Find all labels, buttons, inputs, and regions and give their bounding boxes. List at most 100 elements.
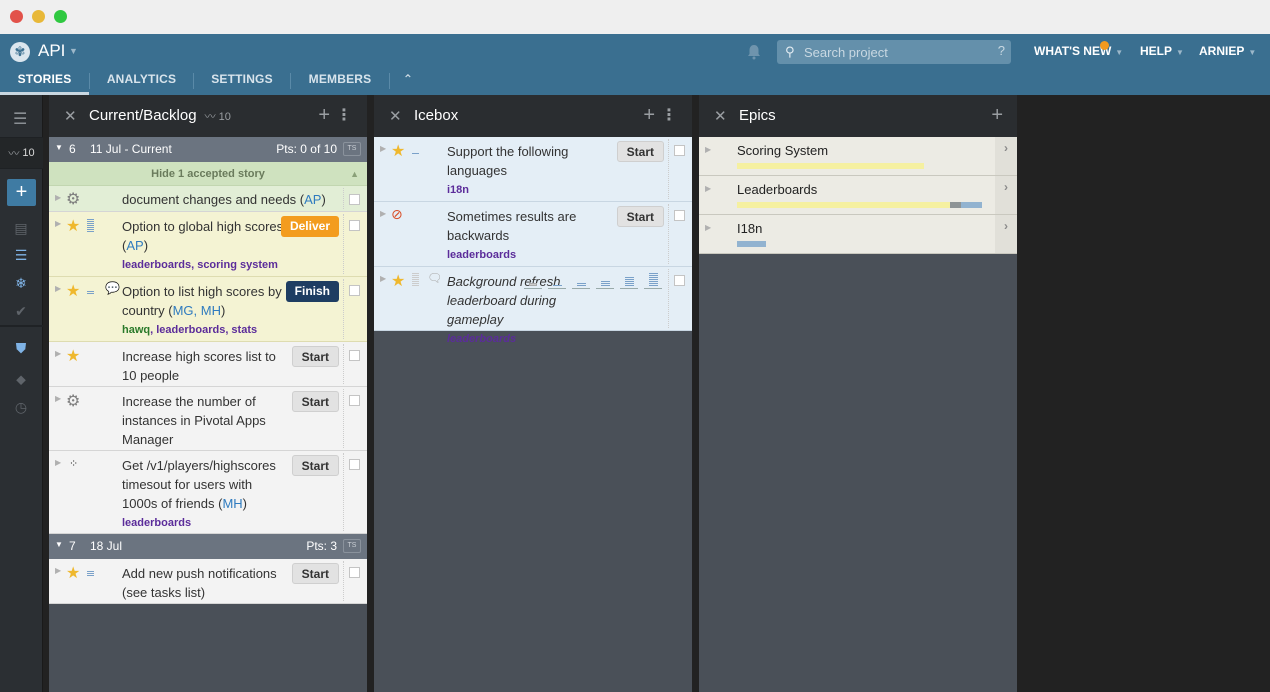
expand-story-icon[interactable]: ▶	[380, 209, 387, 218]
story-owner[interactable]: AP	[304, 192, 322, 207]
close-panel-icon[interactable]: ✕	[389, 108, 402, 125]
collapse-iteration-icon[interactable]: ▼	[55, 143, 63, 152]
expand-story-icon[interactable]: ▶	[380, 274, 387, 283]
story-row[interactable]: ▶ ★ Increase high scores list to 10 peop…	[49, 342, 367, 387]
whats-new-menu[interactable]: WHAT'S NEW ▼	[1034, 44, 1123, 58]
expand-epic-icon[interactable]: ▶	[705, 223, 712, 232]
start-button[interactable]: Start	[616, 206, 664, 227]
expand-story-icon[interactable]: ▶	[55, 458, 62, 467]
start-button[interactable]: Start	[291, 563, 339, 584]
search-help-icon[interactable]: ?	[997, 43, 1005, 58]
estimate-0-button[interactable]	[524, 271, 542, 289]
expand-story-icon[interactable]: ▶	[55, 566, 62, 575]
minimize-window-button[interactable]	[32, 10, 45, 23]
help-menu[interactable]: HELP ▼	[1140, 44, 1184, 58]
add-story-button[interactable]: +	[7, 179, 36, 206]
project-dropdown-caret-icon[interactable]: ▼	[69, 46, 78, 56]
story-row[interactable]: ▶ ⊘ Sometimes results are backwards lead…	[374, 202, 692, 267]
estimate-2-button[interactable]	[572, 271, 590, 289]
current-backlog-list-icon[interactable]: ☰	[14, 246, 28, 263]
estimate-3-button[interactable]	[596, 271, 614, 289]
tracker-logo-icon[interactable]: ✾	[10, 42, 30, 62]
story-row[interactable]: ▶ ⚙ document changes and needs (AP)	[49, 186, 367, 212]
story-labels[interactable]: i18n	[447, 184, 470, 196]
story-owner[interactable]: MG, MH	[172, 303, 221, 318]
select-story-checkbox[interactable]	[349, 395, 360, 406]
epics-shield-icon[interactable]: ⛊	[15, 339, 27, 356]
select-story-checkbox[interactable]	[349, 350, 360, 361]
add-epic-icon[interactable]: +	[991, 104, 1003, 126]
expand-story-icon[interactable]: ▶	[55, 219, 62, 228]
select-story-checkbox[interactable]	[349, 567, 360, 578]
story-row[interactable]: ▶ ⁘ Get /v1/players/highscores timesout …	[49, 451, 367, 534]
story-labels[interactable]: leaderboards	[122, 517, 192, 529]
expand-story-icon[interactable]: ▶	[55, 394, 62, 403]
tab-settings[interactable]: SETTINGS	[211, 72, 273, 86]
panel-more-menu-icon[interactable]: ⋮	[336, 107, 352, 124]
collapse-header-icon[interactable]: ⌃	[402, 72, 414, 86]
story-row[interactable]: ▶ ★ 💬 Option to list high scores by coun…	[49, 277, 367, 342]
labels-tag-icon[interactable]: ⬥	[16, 370, 26, 387]
story-row[interactable]: ▶ ★ 🗨 Background refresh leaderboard dur…	[374, 267, 692, 345]
story-owner[interactable]: AP	[126, 238, 144, 253]
start-button[interactable]: Start	[291, 346, 339, 367]
epic-row[interactable]: ▶ Scoring System ›	[699, 137, 1017, 176]
select-story-checkbox[interactable]	[349, 285, 360, 296]
expand-story-icon[interactable]: ▶	[55, 349, 62, 358]
my-work-tray-icon[interactable]: ▤	[14, 219, 28, 236]
estimate-5-button[interactable]	[620, 271, 638, 289]
icebox-snowflake-icon[interactable]: ❄	[15, 274, 27, 291]
search-input[interactable]	[804, 43, 984, 61]
notifications-bell-icon[interactable]	[745, 43, 763, 61]
estimate-8-button[interactable]	[644, 271, 662, 289]
open-epic-chevron-icon[interactable]: ›	[995, 215, 1017, 253]
project-name[interactable]: API	[38, 41, 66, 60]
add-story-icon[interactable]: +	[318, 104, 330, 126]
story-labels[interactable]: leaderboards	[447, 249, 517, 261]
tab-stories[interactable]: STORIES	[0, 70, 89, 95]
story-labels[interactable]: leaderboards, scoring system	[122, 259, 278, 271]
select-story-checkbox[interactable]	[349, 220, 360, 231]
zoom-window-button[interactable]	[54, 10, 67, 23]
deliver-button[interactable]: Deliver	[280, 216, 339, 237]
expand-epic-icon[interactable]: ▶	[705, 145, 712, 154]
select-story-checkbox[interactable]	[674, 210, 685, 221]
open-epic-chevron-icon[interactable]: ›	[995, 176, 1017, 214]
story-labels[interactable]: leaderboards	[447, 333, 517, 345]
expand-epic-icon[interactable]: ▶	[705, 184, 712, 193]
select-story-checkbox[interactable]	[674, 145, 685, 156]
open-epic-chevron-icon[interactable]: ›	[995, 137, 1017, 175]
close-window-button[interactable]	[10, 10, 23, 23]
tab-members[interactable]: MEMBERS	[308, 72, 372, 86]
start-button[interactable]: Start	[291, 455, 339, 476]
story-labels[interactable]: hawq, leaderboards, stats	[122, 324, 258, 336]
story-owner[interactable]: MH	[222, 496, 243, 511]
select-story-checkbox[interactable]	[674, 275, 685, 286]
hide-accepted-stories-toggle[interactable]: Hide 1 accepted story ▲	[49, 162, 367, 186]
add-story-icon[interactable]: +	[643, 104, 655, 126]
story-row[interactable]: ▶ ★ Option to global high scores (AP) le…	[49, 212, 367, 277]
close-panel-icon[interactable]: ✕	[64, 108, 77, 125]
select-story-checkbox[interactable]	[349, 459, 360, 470]
expand-story-icon[interactable]: ▶	[380, 144, 387, 153]
select-story-checkbox[interactable]	[349, 194, 360, 205]
done-check-icon[interactable]: ✔	[15, 302, 27, 319]
tab-analytics[interactable]: ANALYTICS	[106, 72, 177, 86]
panel-more-menu-icon[interactable]: ⋮	[661, 107, 677, 124]
hamburger-menu-icon[interactable]: ☰	[13, 111, 28, 128]
story-row[interactable]: ▶ ★ Add new push notifications (see task…	[49, 559, 367, 604]
story-row[interactable]: ▶ ⚙ Increase the number of instances in …	[49, 387, 367, 451]
estimate-1-button[interactable]	[548, 271, 566, 289]
user-menu[interactable]: ARNIEP ▼	[1199, 44, 1256, 58]
expand-story-icon[interactable]: ▶	[55, 284, 62, 293]
history-clock-icon[interactable]: ◷	[14, 398, 28, 415]
collapse-iteration-icon[interactable]: ▼	[55, 540, 63, 549]
finish-button[interactable]: Finish	[285, 281, 339, 302]
start-button[interactable]: Start	[616, 141, 664, 162]
epic-row[interactable]: ▶ Leaderboards ›	[699, 176, 1017, 215]
close-panel-icon[interactable]: ✕	[714, 108, 727, 125]
team-strength-button[interactable]: TS	[343, 539, 361, 553]
story-row[interactable]: ▶ ★ Support the following languages i18n…	[374, 137, 692, 202]
epic-row[interactable]: ▶ I18n ›	[699, 215, 1017, 254]
start-button[interactable]: Start	[291, 391, 339, 412]
